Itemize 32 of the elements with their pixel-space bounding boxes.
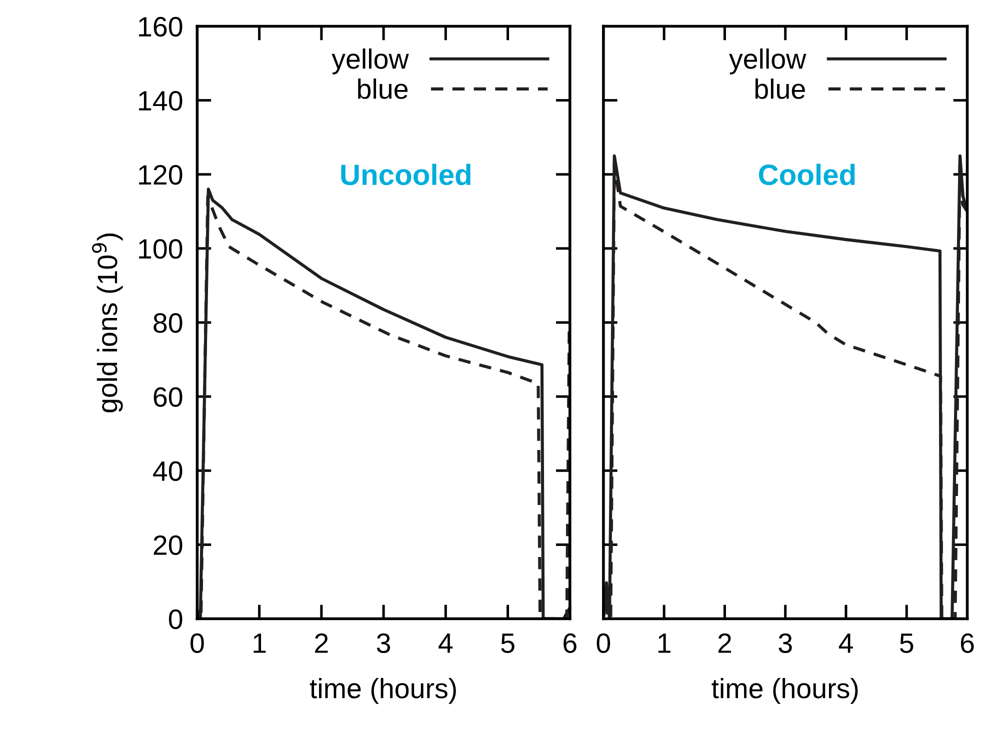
y-axis-title: gold ions (10$^{9}$) xyxy=(92,233,123,412)
x-tick-label: 5 xyxy=(900,634,914,654)
annotation: Cooled xyxy=(758,164,855,186)
legend-label: yellow xyxy=(332,48,409,74)
x-tick-label: 3 xyxy=(376,633,390,654)
y-tick-label: 140 xyxy=(139,90,182,111)
x-axis-title: time (hours) xyxy=(310,678,456,704)
x-tick-label: 1 xyxy=(658,634,670,653)
y-tick-label: 20 xyxy=(154,535,182,556)
y-tick-label: 80 xyxy=(154,313,182,333)
x-tick-label: 2 xyxy=(718,633,732,653)
legend-label: blue xyxy=(358,78,408,99)
y-tick-label: 100 xyxy=(139,239,182,259)
x-tick-label: 5 xyxy=(501,634,514,654)
annotation: Uncooled xyxy=(341,164,470,186)
x-tick-label: 1 xyxy=(254,634,266,653)
y-tick-label: 60 xyxy=(154,387,182,407)
x-axis-title: time (hours) xyxy=(712,678,858,704)
x-tick-label: 0 xyxy=(596,633,610,654)
x-tick-label: 0 xyxy=(190,633,204,654)
legend-label: yellow xyxy=(729,48,806,74)
legend-label: blue xyxy=(755,78,805,99)
x-tick-label: 4 xyxy=(438,634,453,653)
x-tick-label: 4 xyxy=(838,634,853,653)
y-tick-label: 120 xyxy=(139,165,182,185)
y-tick-label: 0 xyxy=(168,609,182,630)
x-tick-label: 6 xyxy=(564,633,576,654)
y-tick-label: 40 xyxy=(153,461,182,481)
y-tick-label: 160 xyxy=(139,16,182,37)
x-tick-label: 2 xyxy=(315,633,328,653)
x-tick-label: 6 xyxy=(960,633,974,654)
x-tick-label: 3 xyxy=(778,633,792,654)
